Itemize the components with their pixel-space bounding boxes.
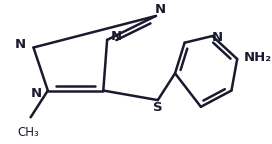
Text: NH₂: NH₂: [244, 51, 272, 64]
Text: N: N: [212, 31, 223, 44]
Text: N: N: [111, 30, 122, 42]
Text: N: N: [31, 87, 42, 100]
Text: CH₃: CH₃: [18, 126, 39, 139]
Text: S: S: [153, 101, 163, 114]
Text: N: N: [14, 38, 26, 51]
Text: N: N: [155, 3, 166, 16]
